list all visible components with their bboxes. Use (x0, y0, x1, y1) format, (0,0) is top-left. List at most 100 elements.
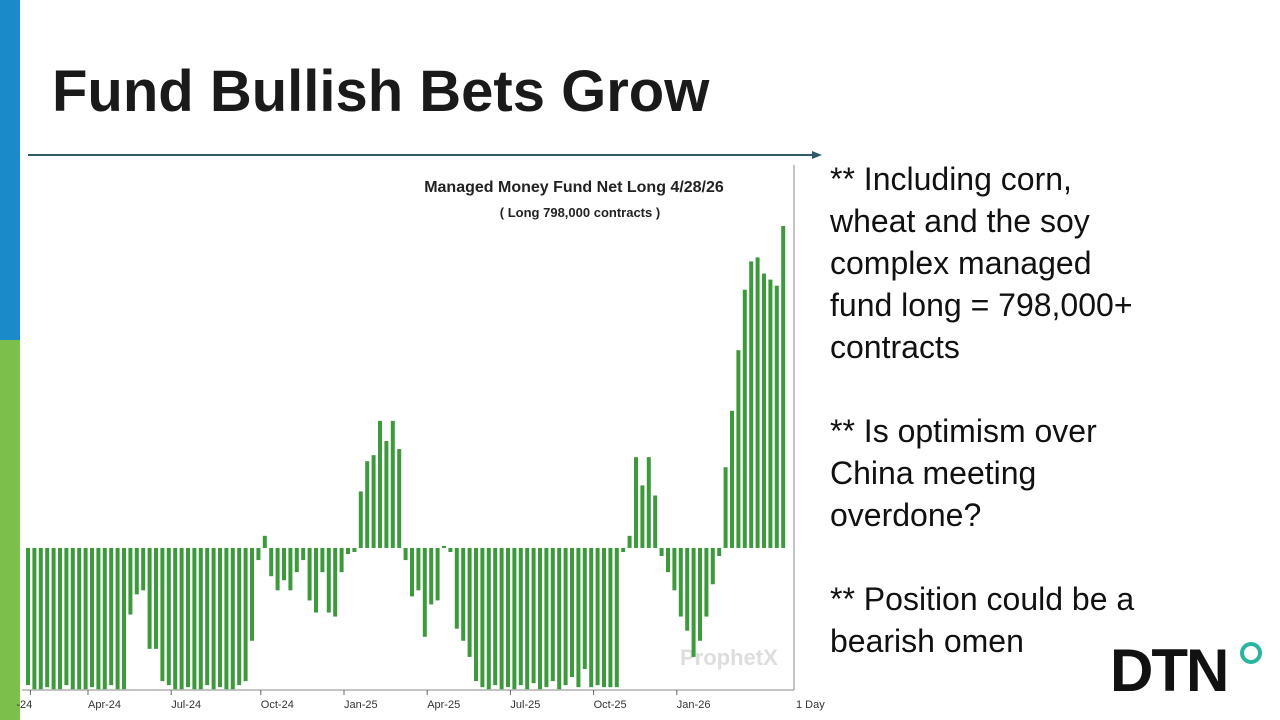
bar (486, 547, 491, 690)
bar (678, 547, 683, 617)
note-line: ** Position could be a (830, 581, 1135, 617)
bar (538, 547, 542, 690)
bar (685, 547, 690, 631)
bar (45, 547, 50, 688)
bar (653, 495, 658, 548)
bar (384, 441, 389, 548)
bar (749, 261, 754, 548)
bar (282, 547, 286, 581)
bar (698, 547, 702, 641)
bar (109, 547, 114, 686)
accent-blue (0, 0, 20, 340)
bar (717, 547, 722, 557)
bar (512, 547, 517, 690)
x-axis-note: 1 Day (796, 699, 825, 711)
bar (595, 547, 600, 686)
bar (352, 547, 357, 552)
bar (614, 547, 619, 688)
bar (634, 457, 638, 548)
bar (659, 547, 664, 557)
bar (262, 535, 267, 548)
bar (704, 547, 709, 617)
bar (269, 547, 274, 577)
bar (781, 225, 786, 548)
bar (141, 547, 146, 591)
chart-subtitle: ( Long 798,000 contracts ) (500, 205, 660, 220)
bar (506, 547, 510, 688)
bar (192, 547, 197, 690)
bar (250, 547, 254, 641)
bar (179, 547, 184, 690)
bar (410, 547, 414, 597)
x-tick-label: Apr-24 (88, 699, 121, 711)
bar (557, 547, 562, 690)
bar (166, 547, 171, 686)
bar (768, 279, 773, 548)
slide-title: Fund Bullish Bets Grow (52, 59, 710, 124)
bar (256, 547, 261, 561)
bar (288, 547, 293, 591)
bar (762, 273, 766, 548)
bar (128, 547, 133, 615)
bar (435, 547, 440, 601)
bar (38, 547, 43, 690)
bar (582, 547, 587, 670)
bar (314, 547, 318, 613)
bar (378, 420, 382, 548)
bar (230, 547, 235, 690)
bar (51, 547, 56, 690)
bar (730, 410, 734, 548)
bar (371, 455, 376, 548)
watermark: ProphetX (680, 645, 778, 670)
bar (294, 547, 299, 573)
bar (173, 547, 178, 690)
bar (96, 547, 101, 690)
bar (26, 547, 30, 686)
bar (320, 547, 325, 573)
bar (602, 547, 606, 688)
chart-title: Managed Money Fund Net Long 4/28/26 (424, 179, 724, 196)
bar (480, 547, 485, 688)
bar (275, 547, 280, 591)
x-tick-label: Oct-25 (594, 699, 627, 711)
bar (32, 547, 37, 690)
bar (640, 485, 645, 548)
bar (77, 547, 82, 690)
notes: ** Including corn, wheat and the soy compl… (830, 158, 1134, 704)
bar (154, 547, 158, 649)
bar (346, 547, 350, 555)
bar (102, 547, 107, 690)
bar (442, 545, 446, 548)
bar (544, 547, 549, 688)
bar (518, 547, 523, 686)
x-tick-label: -24 (16, 699, 32, 711)
note-line: wheat and the soy (830, 203, 1090, 239)
bar (211, 547, 216, 690)
note-line: overdone? (830, 497, 982, 533)
bar (403, 547, 408, 561)
x-tick-label: Oct-24 (261, 699, 294, 711)
bar (224, 547, 229, 690)
note: ** Is optimism over China meeting overdone… (830, 410, 1134, 536)
bar (646, 457, 651, 548)
bar (70, 547, 75, 690)
bar (621, 547, 626, 552)
x-tick-label: Apr-25 (427, 699, 460, 711)
bar (358, 491, 363, 548)
x-tick-label: Jan-26 (677, 699, 711, 711)
logo: DTN (1110, 637, 1229, 704)
bar (429, 547, 434, 605)
note-line: contracts (830, 329, 960, 365)
bar (218, 547, 222, 688)
bar (134, 547, 139, 595)
bar (589, 547, 594, 688)
bar (326, 547, 331, 613)
bar (774, 285, 779, 548)
bar (608, 547, 613, 688)
bar (416, 547, 421, 591)
bar (474, 547, 478, 682)
bar (454, 547, 459, 629)
bar (755, 257, 760, 548)
